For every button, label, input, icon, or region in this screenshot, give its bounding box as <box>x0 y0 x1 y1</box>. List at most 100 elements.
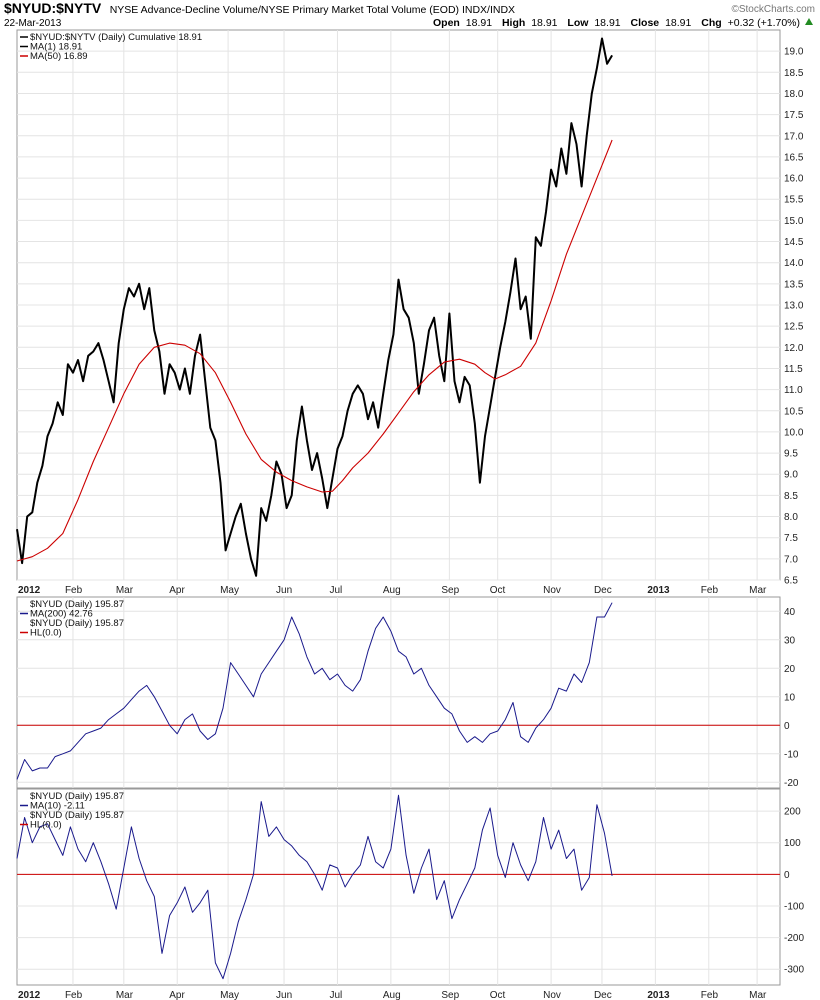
y-tick-label: 200 <box>784 807 801 818</box>
y-tick-label: 10.5 <box>784 406 804 417</box>
y-tick-label: 16.0 <box>784 174 804 185</box>
y-tick-label: 0 <box>784 870 790 881</box>
chart-description: NYSE Advance-Decline Volume/NYSE Primary… <box>110 4 515 16</box>
y-tick-label: 20 <box>784 664 796 675</box>
y-tick-label: 7.5 <box>784 533 798 544</box>
y-tick-label: 10 <box>784 692 796 703</box>
x-tick-label: Feb <box>701 585 719 596</box>
legend-entry: MA(200) 42.76 <box>30 609 93 620</box>
y-tick-label: -200 <box>784 933 804 944</box>
legend-entry: $NYUD (Daily) 195.87 <box>30 618 124 629</box>
x-tick-label: Nov <box>543 990 561 1000</box>
x-tick-label: Jun <box>276 990 292 1000</box>
x-tick-label: 2013 <box>647 990 670 1000</box>
y-tick-label: 9.0 <box>784 470 798 481</box>
legend-entry: HL(0.0) <box>30 820 62 831</box>
y-tick-label: 15.0 <box>784 216 804 227</box>
y-tick-label: 18.0 <box>784 89 804 100</box>
panel-ma10: -300 -200 -100 0 100 200 $NYUD (Daily) 195.87M… <box>16 788 804 986</box>
x-tick-label: Mar <box>116 990 134 1000</box>
x-tick-label: Mar <box>116 585 134 596</box>
x-tick-label: Oct <box>490 990 506 1000</box>
y-tick-label: 8.5 <box>784 491 798 502</box>
low-value: 18.91 <box>594 17 620 29</box>
x-axis-top: 2012 Feb Mar Apr May Jun Jul Aug Sep Oct Nov Dec 201… <box>18 585 767 596</box>
y-tick-label: 11.0 <box>784 385 803 396</box>
series-line-osc <box>16 602 613 780</box>
x-tick-label: 2012 <box>18 990 41 1000</box>
y-tick-label: 10.0 <box>784 427 804 438</box>
legend-entry: MA(10) -2.11 <box>30 801 85 812</box>
x-tick-label: 2013 <box>647 585 670 596</box>
x-tick-label: Apr <box>169 990 185 1000</box>
chg-label: Chg <box>701 17 721 29</box>
series-line-osc <box>16 794 613 980</box>
y-tick-label: 13.0 <box>784 301 804 312</box>
x-tick-label: Jun <box>276 585 292 596</box>
legend-entry: $NYUD (Daily) 195.87 <box>30 599 124 610</box>
high-value: 18.91 <box>531 17 557 29</box>
x-tick-label: Apr <box>169 585 185 596</box>
y-tick-label: 9.5 <box>784 449 798 460</box>
x-tick-label: Feb <box>701 990 719 1000</box>
panel-frame <box>16 596 781 789</box>
y-tick-label: 7.0 <box>784 554 798 565</box>
y-tick-label: -10 <box>784 749 799 760</box>
y-tick-label: 11.5 <box>784 364 803 375</box>
x-tick-label: Jul <box>329 990 342 1000</box>
close-value: 18.91 <box>665 17 691 29</box>
panel-ma200: -20 -10 0 10 20 30 40 $NYUD (Daily) 195.87MA(20… <box>16 596 799 789</box>
legend-entry: MA(50) 16.89 <box>30 51 88 62</box>
x-tick-label: Nov <box>543 585 561 596</box>
panel-frame <box>16 788 781 986</box>
y-tick-label: 6.5 <box>784 576 798 587</box>
y-tick-label: 17.0 <box>784 131 804 142</box>
ohlc-summary: Open 18.91 High 18.91 Low 18.91 Close 18… <box>433 17 800 29</box>
y-tick-label: 18.5 <box>784 68 804 79</box>
chart-symbol: $NYUD:$NYTV <box>4 0 102 16</box>
x-tick-label: Dec <box>594 585 612 596</box>
y-tick-label: 0 <box>784 721 790 732</box>
series-line-ma <box>16 139 613 562</box>
x-tick-label: Mar <box>749 585 767 596</box>
legend-entry: $NYUD (Daily) 195.87 <box>30 791 124 802</box>
x-tick-label: Dec <box>594 990 612 1000</box>
y-tick-label: 14.0 <box>784 258 804 269</box>
svg-text:$NYUD:$NYTV NYSE Advance-D: $NYUD:$NYTV NYSE Advance-Decline Volume/… <box>4 0 515 17</box>
x-tick-label: Feb <box>65 990 83 1000</box>
y-tick-label: -20 <box>784 778 799 789</box>
y-tick-label: 40 <box>784 607 796 618</box>
x-tick-label: Aug <box>383 585 401 596</box>
y-tick-label: 30 <box>784 635 796 646</box>
y-tick-label: 15.5 <box>784 195 804 206</box>
legend-entry: HL(0.0) <box>30 628 62 639</box>
x-tick-label: May <box>220 585 239 596</box>
legend-entry: MA(1) 18.91 <box>30 42 82 53</box>
y-tick-label: -100 <box>784 901 804 912</box>
x-tick-label: 2012 <box>18 585 41 596</box>
low-label: Low <box>567 17 589 29</box>
y-tick-label: 17.5 <box>784 110 804 121</box>
high-label: High <box>502 17 525 29</box>
x-tick-label: Sep <box>441 585 459 596</box>
x-tick-label: Jul <box>329 585 342 596</box>
chg-value: +0.32 (+1.70%) <box>728 17 800 29</box>
x-axis-bottom: 2012 Feb Mar Apr May Jun Jul Aug Sep Oct Nov Dec 201… <box>18 990 767 1000</box>
y-tick-label: -300 <box>784 965 804 976</box>
y-tick-label: 100 <box>784 838 801 849</box>
open-label: Open <box>433 17 460 29</box>
up-arrow-icon <box>805 18 813 25</box>
y-tick-label: 19.0 <box>784 47 804 58</box>
x-tick-label: Mar <box>749 990 767 1000</box>
legend-entry: $NYUD (Daily) 195.87 <box>30 810 124 821</box>
y-tick-label: 8.0 <box>784 512 798 523</box>
close-label: Close <box>631 17 660 29</box>
x-tick-label: Oct <box>490 585 506 596</box>
series-line-price <box>16 37 613 577</box>
x-tick-label: Feb <box>65 585 83 596</box>
open-value: 18.91 <box>466 17 492 29</box>
x-tick-label: Aug <box>383 990 401 1000</box>
y-tick-label: 16.5 <box>784 152 804 163</box>
y-tick-label: 14.5 <box>784 237 804 248</box>
